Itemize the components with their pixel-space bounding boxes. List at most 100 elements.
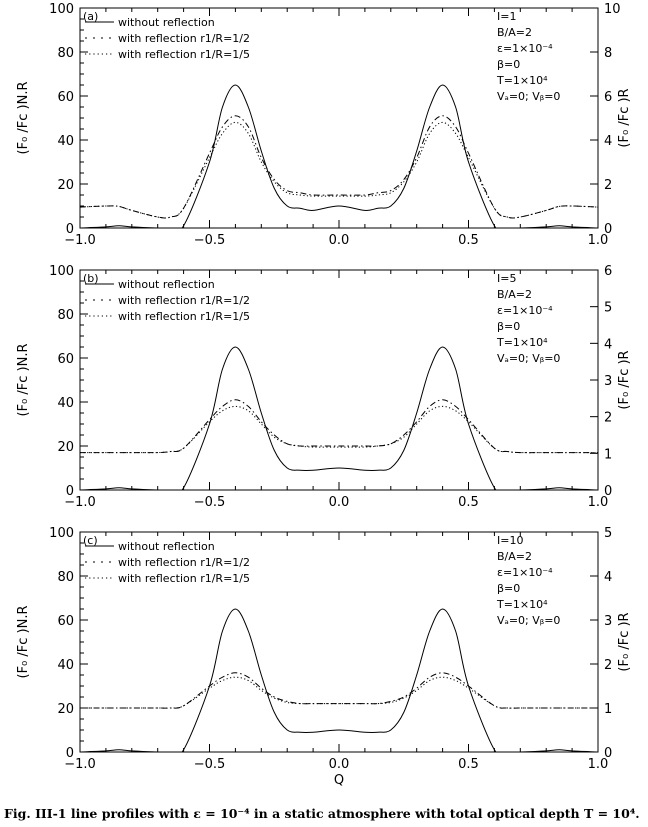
panel-2-x-tick-label: 0.0 xyxy=(329,495,350,510)
panel-3-series-line-3 xyxy=(80,676,598,709)
panel-1-param-text-1: I=1 xyxy=(497,10,516,23)
panel-3-y-tick-label-right: 4 xyxy=(604,570,612,585)
panel-2-legend-label-3: with reflection r1/R=1/5 xyxy=(118,310,250,323)
panel-2-param-text-3: ε=1×10⁻⁴ xyxy=(497,304,553,317)
figure-caption: Fig. III-1 line profiles with ε = 10⁻⁴ i… xyxy=(4,806,640,821)
panel-3-y-tick-label-right: 1 xyxy=(604,702,612,717)
panel-3-legend-label-3: with reflection r1/R=1/5 xyxy=(118,572,250,585)
panel-1-y-tick-label-right: 6 xyxy=(604,90,612,105)
panel-1-y-tick-label-right: 10 xyxy=(604,2,621,17)
panel-2-x-tick-label: 1.0 xyxy=(588,495,609,510)
panel-1-series-line-2 xyxy=(80,115,598,219)
panel-1-param-text-3: ε=1×10⁻⁴ xyxy=(497,42,553,55)
panel-2-legend-label-2: with reflection r1/R=1/2 xyxy=(118,294,250,307)
panel-1-param-text-4: β=0 xyxy=(497,58,520,71)
panel-2-series-line-1 xyxy=(80,346,598,490)
panel-1-y-tick-label-right: 8 xyxy=(604,46,612,61)
panel-1-legend-label-1: without reflection xyxy=(118,16,215,29)
panel-2-y-tick-label-right: 1 xyxy=(604,447,612,462)
panel-2-y-tick-label-right: 5 xyxy=(604,301,612,316)
panel-1-y-tick-label-right: 0 xyxy=(604,222,612,237)
panel-3-y-tick-label-right: 2 xyxy=(604,658,612,673)
panel-3-y-tick-label-left: 80 xyxy=(57,570,74,585)
panel-2-y-tick-label-right: 4 xyxy=(604,337,612,352)
panel-2-legend-label-1: without reflection xyxy=(118,278,215,291)
panel-2-param-text-6: Vₐ=0; Vᵦ=0 xyxy=(497,352,560,365)
panel-2-x-tick-label: −0.5 xyxy=(194,495,226,510)
panel-3-panel-label: (c) xyxy=(83,534,98,547)
panel-3-series-line-2 xyxy=(80,672,598,709)
panel-3-y-tick-label-left: 60 xyxy=(57,614,74,629)
panel-1-y-tick-label-left: 0 xyxy=(66,222,74,237)
panel-1-x-tick-label: −1.0 xyxy=(64,233,96,248)
panel-2-y-tick-label-right: 3 xyxy=(604,374,612,389)
panel-3-param-text-4: β=0 xyxy=(497,582,520,595)
panel-2-param-text-1: I=5 xyxy=(497,272,516,285)
panel-2-param-text-4: β=0 xyxy=(497,320,520,333)
panel-3-legend-label-1: without reflection xyxy=(118,540,215,553)
panel-3-y-tick-label-left: 100 xyxy=(49,526,74,541)
panel-1-y-axis-label-left: (F₀ /Fᴄ )N.R xyxy=(16,82,31,155)
panel-1-param-text-6: Vₐ=0; Vᵦ=0 xyxy=(497,90,560,103)
panel-2-y-axis-label-right: (F₀ /Fᴄ )R xyxy=(617,350,632,409)
panel-2-series-line-2 xyxy=(80,399,598,454)
panel-3-y-axis-label-right: (F₀ /Fᴄ )R xyxy=(617,612,632,671)
panel-1-x-tick-label: 0.5 xyxy=(458,233,479,248)
panel-2-y-tick-label-right: 6 xyxy=(604,264,612,279)
panel-2-x-tick-label: 0.5 xyxy=(458,495,479,510)
panel-2-y-tick-label-left: 60 xyxy=(57,352,74,367)
panel-1-y-tick-label-left: 100 xyxy=(49,2,74,17)
panel-1-legend-label-2: with reflection r1/R=1/2 xyxy=(118,32,250,45)
panel-1-y-tick-label-right: 2 xyxy=(604,178,612,193)
panel-1-x-tick-label: −0.5 xyxy=(194,233,226,248)
panel-3-y-tick-label-left: 20 xyxy=(57,702,74,717)
panel-3-param-text-3: ε=1×10⁻⁴ xyxy=(497,566,553,579)
panel-1-y-tick-label-left: 20 xyxy=(57,178,74,193)
panel-1-x-tick-label: 1.0 xyxy=(588,233,609,248)
panel-3-param-text-6: Vₐ=0; Vᵦ=0 xyxy=(497,614,560,627)
panel-3-y-tick-label-right: 5 xyxy=(604,526,612,541)
panel-3-param-text-5: T=1×10⁴ xyxy=(496,598,548,611)
panel-2-y-tick-label-right: 0 xyxy=(604,484,612,499)
panel-1-y-axis-label-right: (F₀ /Fᴄ )R xyxy=(617,88,632,147)
panel-2-series-line-3 xyxy=(80,405,598,454)
panel-2-param-text-2: B/A=2 xyxy=(497,288,532,301)
panel-3-y-tick-label-left: 0 xyxy=(66,746,74,761)
panel-2-x-tick-label: −1.0 xyxy=(64,495,96,510)
panel-2-y-tick-label-left: 80 xyxy=(57,308,74,323)
panel-1-param-text-5: T=1×10⁴ xyxy=(496,74,548,87)
panel-3-x-tick-label: 0.0 xyxy=(329,757,350,772)
panel-3-y-tick-label-right: 3 xyxy=(604,614,612,629)
panel-2-param-text-5: T=1×10⁴ xyxy=(496,336,548,349)
panel-1-param-text-2: B/A=2 xyxy=(497,26,532,39)
panel-1-y-tick-label-left: 40 xyxy=(57,134,74,149)
panel-2-y-tick-label-left: 100 xyxy=(49,264,74,279)
panel-1-x-tick-label: 0.0 xyxy=(329,233,350,248)
panel-1-y-tick-label-left: 80 xyxy=(57,46,74,61)
panel-3-x-tick-label: −0.5 xyxy=(194,757,226,772)
panel-2-y-tick-label-right: 2 xyxy=(604,411,612,426)
panel-1-y-tick-label-left: 60 xyxy=(57,90,74,105)
panel-3-x-tick-label: 1.0 xyxy=(588,757,609,772)
panel-2-y-axis-label-left: (F₀ /Fᴄ )N.R xyxy=(16,344,31,417)
panel-3-param-text-1: I=10 xyxy=(497,534,523,547)
panel-3-x-axis-label: Q xyxy=(334,773,344,788)
panel-1-y-tick-label-right: 4 xyxy=(604,134,612,149)
panel-1-series-line-3 xyxy=(80,121,598,219)
panel-2-y-tick-label-left: 40 xyxy=(57,396,74,411)
panel-2-y-tick-label-left: 0 xyxy=(66,484,74,499)
panel-3-y-tick-label-left: 40 xyxy=(57,658,74,673)
panel-2-y-tick-label-left: 20 xyxy=(57,440,74,455)
panel-3-y-tick-label-right: 0 xyxy=(604,746,612,761)
panel-3-series-line-1 xyxy=(80,608,598,752)
panel-1-panel-label: (a) xyxy=(83,10,98,23)
panel-3-x-tick-label: −1.0 xyxy=(64,757,96,772)
panel-1-legend-label-3: with reflection r1/R=1/5 xyxy=(118,48,250,61)
panel-2-panel-label: (b) xyxy=(83,272,99,285)
panel-3-x-tick-label: 0.5 xyxy=(458,757,479,772)
panel-3-y-axis-label-left: (F₀ /Fᴄ )N.R xyxy=(16,606,31,679)
panel-3-legend-label-2: with reflection r1/R=1/2 xyxy=(118,556,250,569)
panel-1-series-line-1 xyxy=(80,84,598,228)
figure: −1.0 −0.5 0.0 0.5 1.00204060801000246810(F₀ … xyxy=(16,2,632,788)
panel-3-param-text-2: B/A=2 xyxy=(497,550,532,563)
